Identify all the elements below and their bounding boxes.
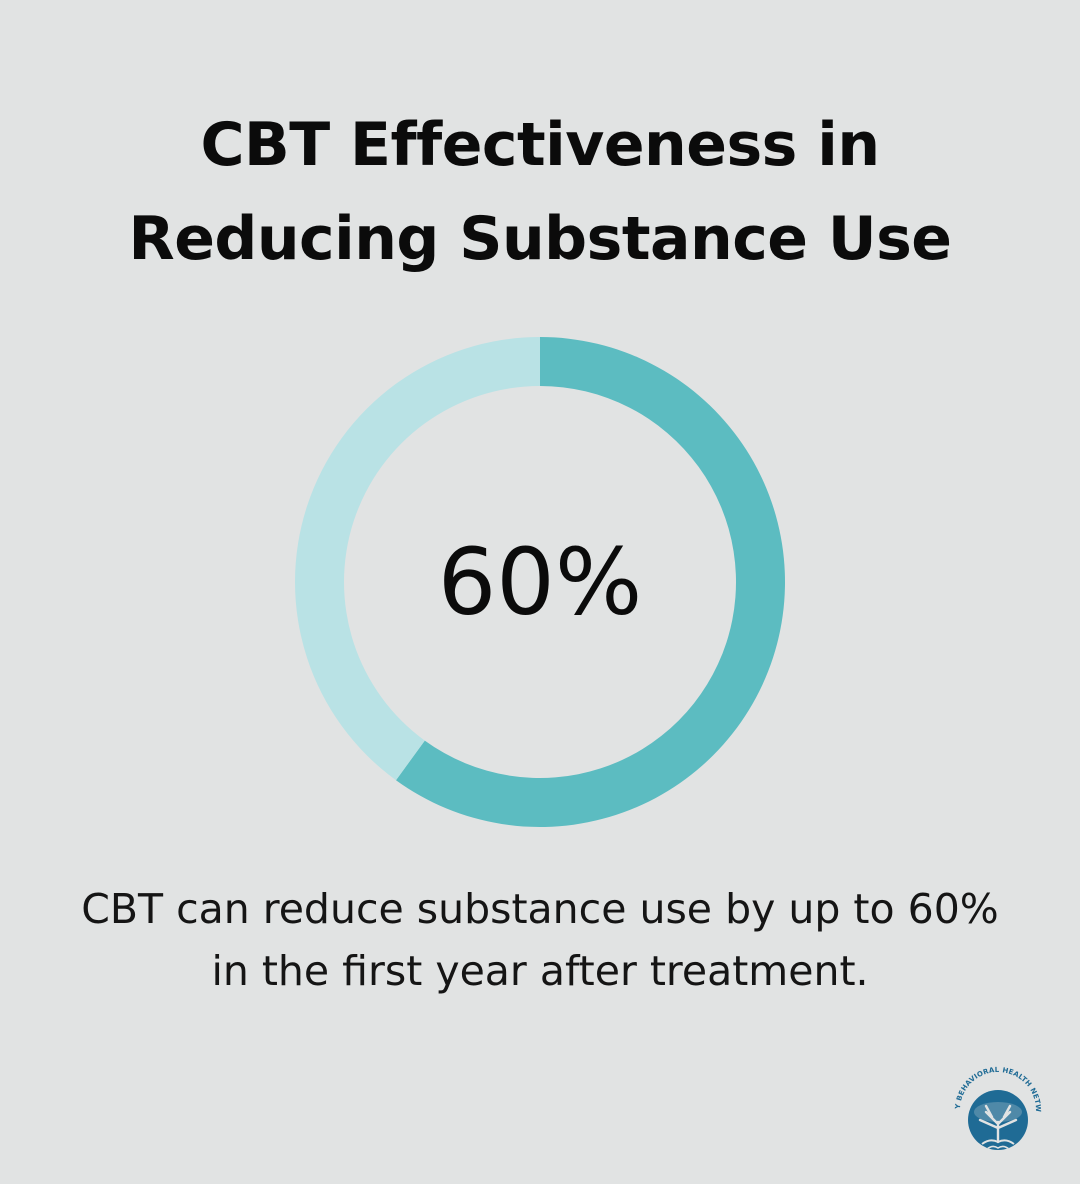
chart-title: CBT Effectiveness in Reducing Substance … <box>0 98 1080 286</box>
caption-line-1: CBT can reduce substance use by up to 60… <box>81 885 999 933</box>
tree-icon: AMITY BEHAVIORAL HEALTH NETWORK <box>942 1052 1042 1150</box>
amity-logo: AMITY BEHAVIORAL HEALTH NETWORK <box>942 1052 1050 1162</box>
title-line-1: CBT Effectiveness in <box>200 110 880 180</box>
caption-line-2: in the first year after treatment. <box>211 947 869 995</box>
donut-slice-1 <box>395 337 785 827</box>
donut-chart: 60% <box>290 332 790 832</box>
center-value-label: 60% <box>438 529 642 636</box>
donut-chart-svg: 60% <box>295 337 785 827</box>
donut-slice-2 <box>295 337 540 781</box>
chart-caption: CBT can reduce substance use by up to 60… <box>0 878 1080 1002</box>
title-line-2: Reducing Substance Use <box>128 204 953 274</box>
